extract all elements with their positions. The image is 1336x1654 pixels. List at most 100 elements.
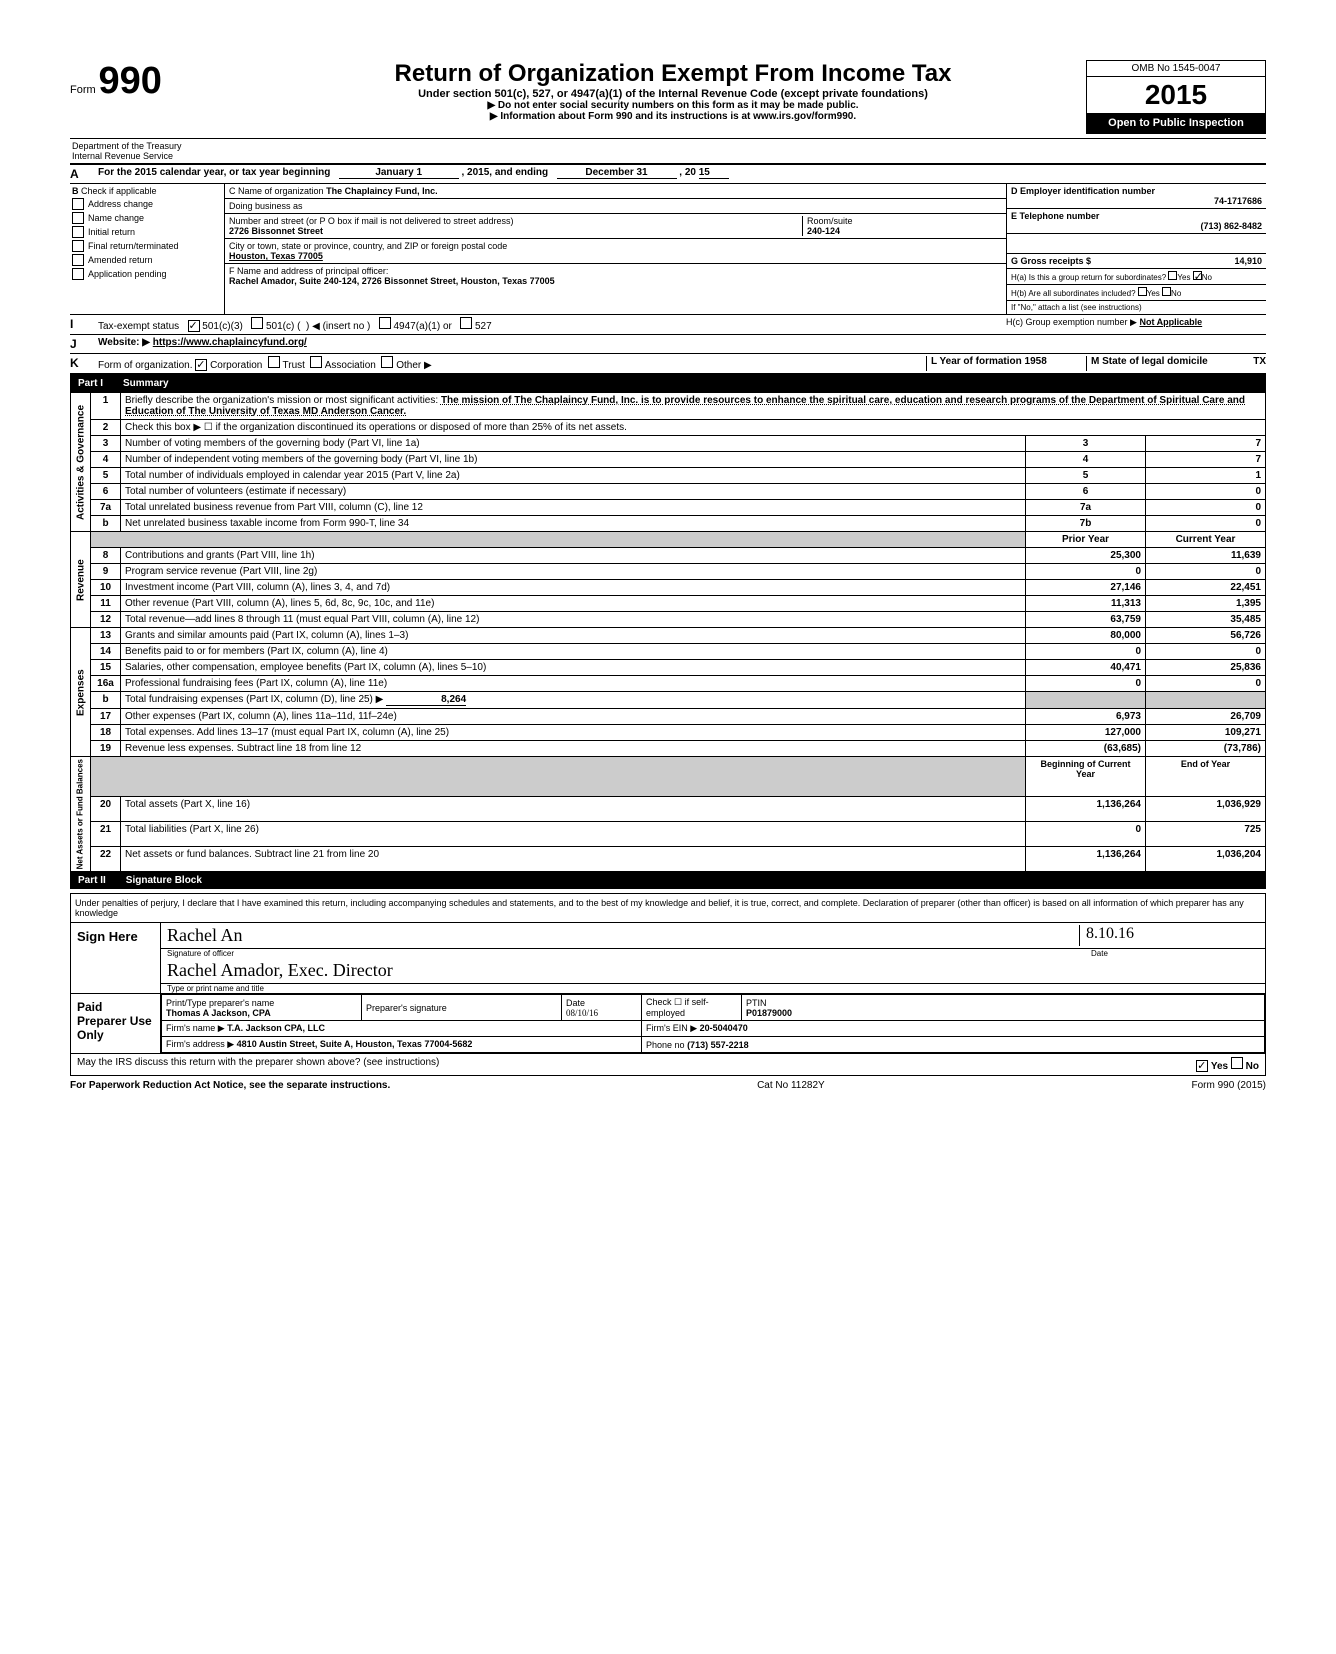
vert-rev: Revenue bbox=[71, 532, 91, 628]
row-i-text: Tax-exempt status bbox=[98, 321, 179, 332]
current-year-hdr: Current Year bbox=[1146, 532, 1266, 548]
b-label: B bbox=[72, 186, 79, 196]
row-a-mid: , 2015, and ending bbox=[461, 167, 548, 178]
firm-addr-label: Firm's address ▶ bbox=[166, 1039, 234, 1049]
line2-desc: Check this box ▶ ☐ if the organization d… bbox=[121, 420, 1266, 436]
main-title: Return of Organization Exempt From Incom… bbox=[270, 60, 1076, 88]
footer: For Paperwork Reduction Act Notice, see … bbox=[70, 1076, 1266, 1095]
opt-501c: 501(c) ( bbox=[266, 321, 300, 332]
table-row: 8Contributions and grants (Part VIII, li… bbox=[71, 548, 1266, 564]
table-row: 15Salaries, other compensation, employee… bbox=[71, 660, 1266, 676]
table-row: 17Other expenses (Part IX, column (A), l… bbox=[71, 709, 1266, 725]
chk-501c3[interactable] bbox=[188, 320, 200, 332]
signature-block: Under penalties of perjury, I declare th… bbox=[70, 893, 1266, 1076]
line2-num: 2 bbox=[91, 420, 121, 436]
chk-name-change[interactable] bbox=[72, 212, 84, 224]
vert-gov: Activities & Governance bbox=[71, 393, 91, 532]
chk-501c[interactable] bbox=[251, 317, 263, 329]
hb-no-chk[interactable] bbox=[1162, 287, 1171, 296]
city-label: City or town, state or province, country… bbox=[229, 241, 1002, 251]
form-label: Form bbox=[70, 84, 96, 96]
hc-label: H(c) Group exemption number ▶ bbox=[1006, 317, 1137, 327]
table-row: 4Number of independent voting members of… bbox=[71, 452, 1266, 468]
part2-header: Part II Signature Block bbox=[70, 872, 1266, 889]
c-value: The Chaplaincy Fund, Inc. bbox=[326, 186, 438, 196]
dept-row: Department of the Treasury Internal Reve… bbox=[70, 138, 1266, 165]
row-a-suffix: , 20 bbox=[679, 167, 696, 178]
ptin: P01879000 bbox=[746, 1008, 1260, 1018]
part2-title: Signature Block bbox=[126, 875, 202, 886]
ha-no-chk[interactable] bbox=[1193, 271, 1202, 280]
firm-addr: 4810 Austin Street, Suite A, Houston, Te… bbox=[237, 1039, 473, 1049]
table-row: 7aTotal unrelated business revenue from … bbox=[71, 500, 1266, 516]
room-value: 240-124 bbox=[807, 226, 1002, 236]
opt-501c3: 501(c)(3) bbox=[202, 321, 243, 332]
table-row: Expenses13Grants and similar amounts pai… bbox=[71, 628, 1266, 644]
row-k-text: Form of organization. bbox=[98, 360, 193, 371]
name-title-label: Type or print name and title bbox=[161, 984, 1265, 993]
chk-label-4: Amended return bbox=[88, 255, 153, 265]
row-j-text: Website: ▶ bbox=[98, 337, 150, 348]
table-row: 22Net assets or fund balances. Subtract … bbox=[71, 847, 1266, 872]
hb-note: If "No," attach a list (see instructions… bbox=[1007, 301, 1266, 314]
m-label: M State of legal domicile bbox=[1091, 356, 1208, 367]
chk-4947[interactable] bbox=[379, 317, 391, 329]
g-label: G Gross receipts $ bbox=[1011, 256, 1091, 266]
officer-signature: Rachel An bbox=[167, 925, 1079, 946]
check-if: Check ☐ if self-employed bbox=[642, 995, 742, 1021]
e-value: (713) 862-8482 bbox=[1011, 221, 1262, 231]
chk-final-return[interactable] bbox=[72, 240, 84, 252]
c-label: C Name of organization bbox=[229, 186, 324, 196]
part1-title: Summary bbox=[123, 378, 169, 389]
vert-net: Net Assets or Fund Balances bbox=[71, 757, 91, 872]
table-row: 12Total revenue—add lines 8 through 11 (… bbox=[71, 612, 1266, 628]
chk-pending[interactable] bbox=[72, 268, 84, 280]
row-j-label: J bbox=[70, 337, 98, 351]
table-row: 18Total expenses. Add lines 13–17 (must … bbox=[71, 725, 1266, 741]
chk-trust[interactable] bbox=[268, 356, 280, 368]
irs-no-chk[interactable] bbox=[1231, 1057, 1243, 1069]
row-i-label: I bbox=[70, 317, 98, 332]
irs-yes-chk[interactable] bbox=[1196, 1060, 1208, 1072]
dba-label: Doing business as bbox=[229, 201, 303, 211]
chk-amended[interactable] bbox=[72, 254, 84, 266]
chk-label-5: Application pending bbox=[88, 269, 167, 279]
addr-value: 2726 Bissonnet Street bbox=[229, 226, 802, 236]
hb-yes-chk[interactable] bbox=[1138, 287, 1147, 296]
addr-label: Number and street (or P O box if mail is… bbox=[229, 216, 802, 226]
part1-header: Part I Summary bbox=[70, 375, 1266, 392]
irs-no: No bbox=[1246, 1061, 1259, 1072]
ha-no: No bbox=[1202, 273, 1212, 282]
line1-desc: Briefly describe the organization's miss… bbox=[125, 395, 438, 406]
preparer-table: Print/Type preparer's nameThomas A Jacks… bbox=[161, 994, 1265, 1053]
chk-corp[interactable] bbox=[195, 359, 207, 371]
table-row: 14Benefits paid to or for members (Part … bbox=[71, 644, 1266, 660]
hb-no: No bbox=[1171, 289, 1181, 298]
table-row: 10Investment income (Part VIII, column (… bbox=[71, 580, 1266, 596]
firm-name-label: Firm's name ▶ bbox=[166, 1023, 225, 1033]
hb-yes: Yes bbox=[1147, 289, 1160, 298]
opt-corp: Corporation bbox=[210, 360, 262, 371]
date-label: Date bbox=[1085, 949, 1265, 958]
form-number: 990 bbox=[98, 60, 161, 102]
year-begin: January 1 bbox=[339, 167, 459, 179]
col-c: C Name of organization The Chaplaincy Fu… bbox=[225, 184, 1006, 314]
room-label: Room/suite bbox=[807, 216, 1002, 226]
chk-assoc[interactable] bbox=[310, 356, 322, 368]
line1-num: 1 bbox=[91, 393, 121, 420]
subtitle: Under section 501(c), 527, or 4947(a)(1)… bbox=[270, 88, 1076, 100]
chk-address-change[interactable] bbox=[72, 198, 84, 210]
chk-other[interactable] bbox=[381, 356, 393, 368]
chk-label-2: Initial return bbox=[88, 227, 135, 237]
row-a-label: A bbox=[70, 167, 98, 181]
begin-year-hdr: Beginning of Current Year bbox=[1026, 757, 1146, 797]
chk-initial-return[interactable] bbox=[72, 226, 84, 238]
sub-instruction-1: ▶ Do not enter social security numbers o… bbox=[270, 100, 1076, 111]
chk-527[interactable] bbox=[460, 317, 472, 329]
year-end: December 31 bbox=[557, 167, 677, 179]
open-public: Open to Public Inspection bbox=[1087, 113, 1265, 133]
prep-name-label: Print/Type preparer's name bbox=[166, 998, 357, 1008]
omb-block: OMB No 1545-0047 2015 Open to Public Ins… bbox=[1086, 60, 1266, 134]
omb-number: OMB No 1545-0047 bbox=[1087, 61, 1265, 77]
table-row: 19Revenue less expenses. Subtract line 1… bbox=[71, 741, 1266, 757]
